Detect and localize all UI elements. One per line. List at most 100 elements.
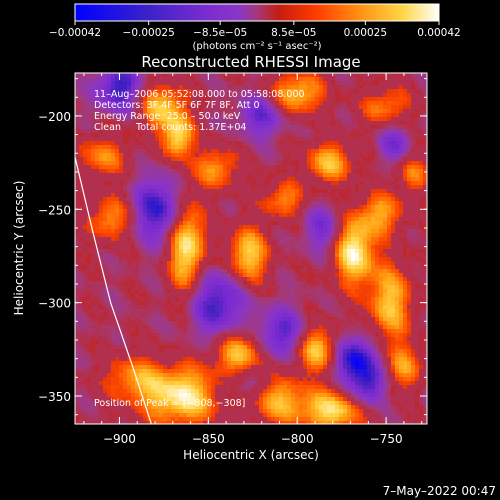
image-pixel — [399, 197, 404, 202]
image-pixel — [179, 157, 184, 162]
image-pixel — [75, 285, 80, 290]
image-pixel — [383, 237, 388, 242]
image-pixel — [331, 197, 336, 202]
image-pixel — [231, 149, 236, 154]
image-pixel — [251, 157, 256, 162]
image-pixel — [383, 73, 388, 78]
image-pixel — [107, 101, 112, 106]
image-pixel — [215, 93, 220, 98]
image-pixel — [287, 177, 292, 182]
image-pixel — [163, 189, 168, 194]
image-pixel — [255, 245, 260, 250]
image-pixel — [75, 113, 80, 118]
image-pixel — [179, 117, 184, 122]
image-pixel — [283, 101, 288, 106]
image-pixel — [175, 153, 180, 158]
image-pixel — [335, 149, 340, 154]
image-pixel — [303, 229, 308, 234]
image-pixel — [343, 137, 348, 142]
image-pixel — [231, 221, 236, 226]
image-pixel — [327, 209, 332, 214]
image-pixel — [255, 121, 260, 126]
image-pixel — [279, 213, 284, 218]
image-pixel — [319, 141, 324, 146]
image-pixel — [167, 281, 172, 286]
image-pixel — [379, 105, 384, 110]
image-pixel — [271, 289, 276, 294]
image-pixel — [219, 201, 224, 206]
image-pixel — [155, 129, 160, 134]
image-pixel — [123, 197, 128, 202]
colorbar-tick-label: −8.5e−05 — [193, 27, 247, 39]
image-pixel — [119, 213, 124, 218]
image-pixel — [155, 221, 160, 226]
image-pixel — [91, 245, 96, 250]
image-pixel — [255, 261, 260, 266]
image-pixel — [139, 269, 144, 274]
image-pixel — [399, 133, 404, 138]
image-pixel — [307, 133, 312, 138]
image-pixel — [91, 269, 96, 274]
image-pixel — [83, 245, 88, 250]
image-pixel — [91, 209, 96, 214]
image-pixel — [335, 153, 340, 158]
image-pixel — [375, 193, 380, 198]
image-pixel — [235, 209, 240, 214]
image-pixel — [283, 97, 288, 102]
image-pixel — [283, 233, 288, 238]
image-pixel — [347, 241, 352, 246]
image-pixel — [139, 197, 144, 202]
image-pixel — [131, 165, 136, 170]
image-pixel — [299, 277, 304, 282]
image-pixel — [283, 193, 288, 198]
image-pixel — [259, 237, 264, 242]
image-pixel — [275, 193, 280, 198]
image-pixel — [311, 237, 316, 242]
image-pixel — [191, 117, 196, 122]
image-pixel — [387, 253, 392, 258]
image-pixel — [379, 241, 384, 246]
image-pixel — [83, 73, 88, 78]
image-pixel — [255, 177, 260, 182]
image-pixel — [331, 165, 336, 170]
image-pixel — [347, 105, 352, 110]
image-pixel — [407, 117, 412, 122]
image-pixel — [79, 121, 84, 126]
image-pixel — [175, 237, 180, 242]
image-pixel — [127, 261, 132, 266]
image-pixel — [203, 117, 208, 122]
image-pixel — [343, 81, 348, 86]
image-pixel — [275, 93, 280, 98]
image-pixel — [375, 217, 380, 222]
image-pixel — [287, 249, 292, 254]
image-pixel — [139, 253, 144, 258]
image-pixel — [103, 249, 108, 254]
image-pixel — [407, 293, 412, 298]
image-pixel — [371, 89, 376, 94]
image-pixel — [367, 81, 372, 86]
image-pixel — [187, 181, 192, 186]
image-pixel — [211, 73, 216, 78]
image-pixel — [351, 165, 356, 170]
image-pixel — [391, 121, 396, 126]
image-pixel — [299, 153, 304, 158]
image-pixel — [379, 197, 384, 202]
image-pixel — [339, 209, 344, 214]
image-pixel — [259, 293, 264, 298]
image-pixel — [219, 129, 224, 134]
image-pixel — [423, 249, 427, 254]
image-pixel — [75, 277, 80, 282]
image-pixel — [187, 137, 192, 142]
image-pixel — [135, 101, 140, 106]
image-pixel — [231, 197, 236, 202]
image-pixel — [195, 117, 200, 122]
image-pixel — [163, 237, 168, 242]
image-pixel — [99, 145, 104, 150]
image-pixel — [283, 261, 288, 266]
image-pixel — [91, 201, 96, 206]
image-pixel — [383, 169, 388, 174]
image-pixel — [119, 121, 124, 126]
image-pixel — [87, 89, 92, 94]
image-pixel — [211, 205, 216, 210]
image-pixel — [191, 205, 196, 210]
